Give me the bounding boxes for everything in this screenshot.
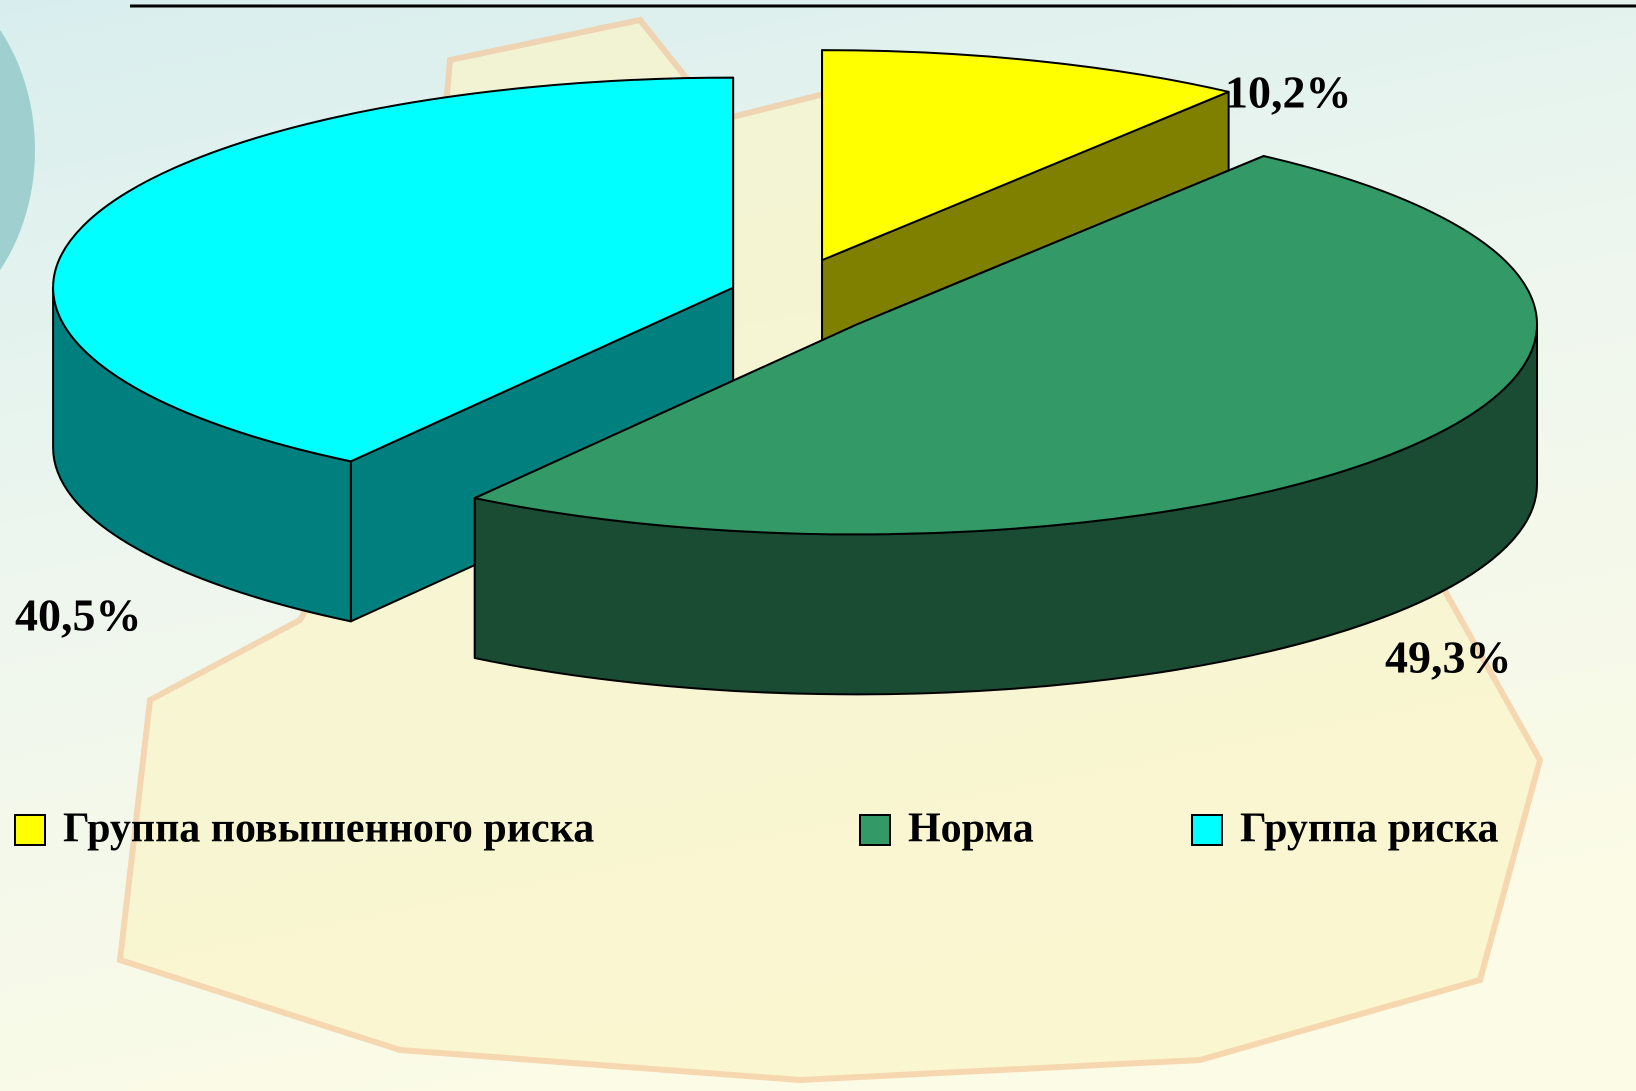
slice [821, 49, 1230, 262]
legend-swatch [14, 814, 46, 846]
value-label: 49,3% [1385, 632, 1512, 683]
value-label: 40,5% [15, 590, 142, 641]
slice [473, 155, 1538, 536]
legend-label: Группа риска [1240, 806, 1499, 852]
legend-label: Норма [908, 806, 1034, 852]
pie [52, 49, 1539, 696]
slice [52, 76, 735, 463]
decor-circle [0, 29, 35, 271]
legend: Группа повышенного риска Норма Группа риск… [14, 806, 1499, 852]
value-label: 10,2% [1225, 67, 1352, 118]
legend-swatch [1191, 814, 1223, 846]
legend-label: Группа повышенного риска [63, 806, 594, 852]
legend-swatch [859, 814, 891, 846]
